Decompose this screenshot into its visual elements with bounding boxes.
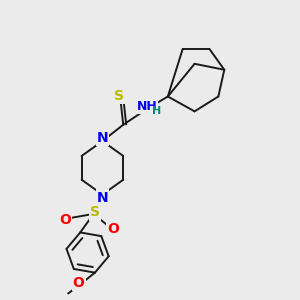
Text: O: O: [107, 222, 119, 236]
Text: S: S: [90, 206, 100, 219]
Text: N: N: [97, 190, 108, 205]
Text: N: N: [97, 130, 108, 145]
Text: S: S: [114, 88, 124, 103]
Text: H: H: [152, 106, 161, 116]
Text: O: O: [59, 213, 70, 227]
Text: NH: NH: [137, 100, 158, 113]
Text: O: O: [73, 276, 85, 290]
